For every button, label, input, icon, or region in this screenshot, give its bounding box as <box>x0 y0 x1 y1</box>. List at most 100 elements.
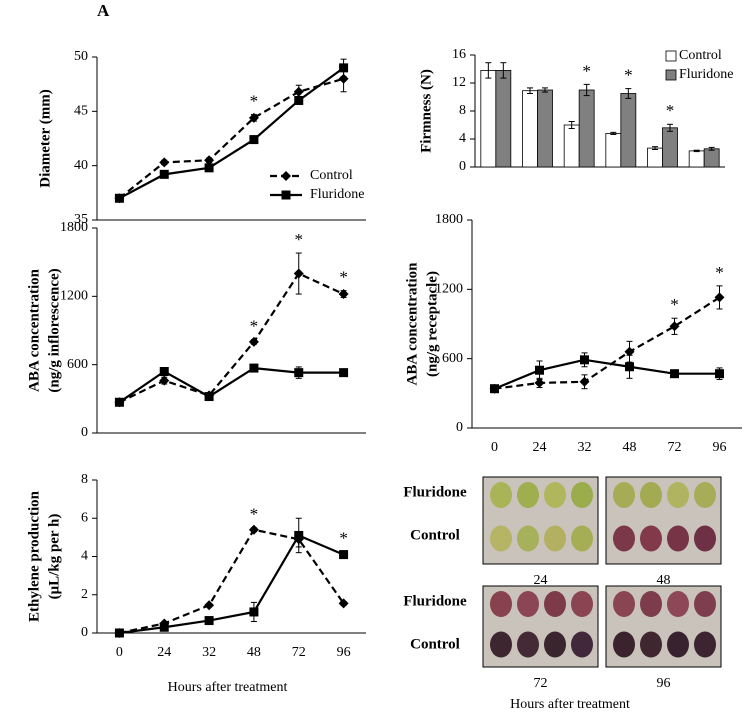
significance-mark: * <box>670 295 679 314</box>
marker <box>249 607 259 617</box>
x-axis-title: Hours after treatment <box>510 697 630 712</box>
y-tick-label: 0 <box>456 420 463 435</box>
marker <box>535 365 544 375</box>
fig <box>667 482 689 508</box>
row-label: Fluridone <box>403 484 467 500</box>
marker <box>293 268 304 279</box>
bar <box>620 93 637 168</box>
bar <box>537 89 553 168</box>
marker <box>339 368 349 378</box>
fig <box>694 525 716 552</box>
time-label: 48 <box>657 573 671 588</box>
fig <box>571 482 593 508</box>
series-line <box>119 534 345 635</box>
series-line <box>118 366 344 404</box>
legend-label: Fluridone <box>679 67 733 82</box>
y-tick-label: 50 <box>74 49 88 64</box>
bar <box>563 124 580 168</box>
marker <box>294 530 304 540</box>
fig <box>571 591 593 617</box>
marker <box>249 135 259 145</box>
y-tick-label: 8 <box>81 472 88 487</box>
y-tick-label: 16 <box>452 47 466 62</box>
marker <box>490 384 499 394</box>
bar <box>662 127 678 168</box>
marker <box>579 376 590 387</box>
x-tick-label: 72 <box>668 440 682 455</box>
fig <box>544 525 566 552</box>
significance-mark: * <box>250 91 259 110</box>
marker <box>114 193 124 203</box>
fig <box>640 482 662 508</box>
y-tick-label: 0 <box>459 159 466 174</box>
marker <box>338 598 349 609</box>
x-tick-label: 0 <box>116 645 123 660</box>
legend-label: Control <box>310 168 353 183</box>
y-tick-label: 600 <box>67 357 88 372</box>
legend-label: Fluridone <box>310 187 364 202</box>
marker <box>159 169 169 179</box>
marker <box>114 397 124 407</box>
significance-mark: * <box>582 61 591 80</box>
fig <box>517 482 539 508</box>
marker <box>294 368 304 378</box>
fig <box>694 482 716 508</box>
fig <box>694 631 716 658</box>
marker <box>714 292 725 303</box>
x-tick-label: 32 <box>578 440 592 455</box>
fig <box>490 631 512 658</box>
fig <box>613 482 635 508</box>
y-tick-label: 0 <box>81 425 88 440</box>
bar <box>605 132 622 168</box>
fig <box>544 631 566 658</box>
x-tick-label: 96 <box>337 645 351 660</box>
fig <box>694 591 716 617</box>
fig <box>640 591 662 617</box>
significance-mark: * <box>339 268 348 287</box>
fig <box>544 591 566 617</box>
fig <box>517 591 539 617</box>
y-tick-label: 45 <box>74 104 88 119</box>
x-tick-label: 96 <box>713 440 727 455</box>
y-tick-label: 12 <box>452 75 466 90</box>
y-axis-title: Ethylene production <box>26 490 42 622</box>
fig <box>667 591 689 617</box>
fig <box>667 525 689 552</box>
significance-mark: * <box>666 101 675 120</box>
y-axis-title: Diameter (mm) <box>37 89 53 187</box>
y-tick-label: 1200 <box>60 289 88 304</box>
series-line <box>119 528 345 635</box>
marker <box>339 63 349 73</box>
y-tick-label: 8 <box>459 103 466 118</box>
marker <box>715 369 724 379</box>
time-label: 24 <box>534 573 548 588</box>
y-axis-title: (ng/g inflorescence) <box>46 268 62 392</box>
legend-marker <box>281 190 291 200</box>
y-tick-label: 4 <box>459 131 466 146</box>
marker <box>159 622 169 632</box>
series-line <box>494 358 720 390</box>
fig <box>544 482 566 508</box>
x-tick-label: 32 <box>202 645 216 660</box>
fig <box>613 631 635 658</box>
significance-mark: * <box>250 505 259 524</box>
bar <box>688 150 705 168</box>
marker <box>339 550 349 560</box>
y-tick-label: 2 <box>81 587 88 602</box>
time-label: 96 <box>657 676 671 691</box>
y-tick-label: 40 <box>74 158 88 173</box>
significance-mark: * <box>339 529 348 548</box>
series-line <box>118 272 345 404</box>
fig <box>517 631 539 658</box>
y-tick-label: 4 <box>81 549 88 564</box>
time-label: 72 <box>534 676 548 691</box>
x-tick-label: 0 <box>491 440 498 455</box>
bar <box>522 90 538 168</box>
y-tick-label: 1200 <box>435 282 463 297</box>
bar <box>703 148 720 168</box>
marker <box>669 321 680 332</box>
row-label: Control <box>410 636 460 652</box>
marker <box>580 355 589 365</box>
